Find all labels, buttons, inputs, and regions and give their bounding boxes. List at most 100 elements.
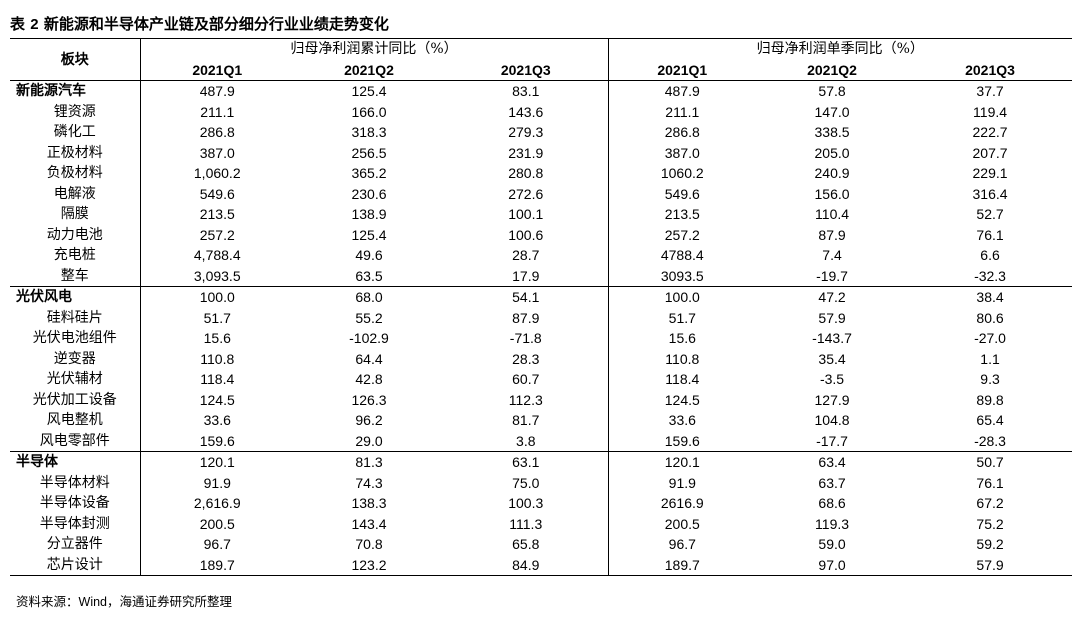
value-cell: 126.3 [351,391,387,408]
value-cell: 63.7 [818,474,846,491]
value-cell: 200.5 [664,515,700,532]
value-cell: 29.0 [355,432,383,449]
subsector-name: 动力电池 [10,224,141,245]
value-cell: 120.1 [140,451,294,473]
value-cell: 54.1 [444,286,609,308]
header-row-groups: 板块 归母净利润累计同比（%） 归母净利润单季同比（%） [10,39,1072,81]
value-cell: 112.3 [444,389,609,410]
subsector-name: 充电桩 [10,245,141,266]
subsector-name: 正极材料 [10,142,141,163]
source-label: 资料来源： [16,594,79,609]
value-cell: 49.6 [355,247,383,264]
subsector-name: 逆变器 [10,348,141,369]
sector-name: 光伏风电 [10,286,141,308]
value-cell: 75.2 [976,515,1004,532]
value-cell: 57.9 [908,554,1073,576]
value-cell: 63.1 [444,451,609,473]
value-cell: 231.9 [444,142,609,163]
subsector-name: 光伏加工设备 [10,389,141,410]
value-cell: 222.7 [972,124,1008,141]
value-cell: 2,616.9 [193,495,241,512]
table-title-number: 2 [30,16,39,33]
value-cell: 51.7 [668,309,696,326]
value-cell: 76.1 [976,226,1004,243]
table-row: 光伏电池组件 15.6 -102.9 -71.8 15.6 -143.7 -27.0 [10,328,1072,349]
value-cell: 15.6 [203,330,231,347]
table-row: 隔膜 213.5 138.9 100.1 213.5 110.4 52.7 [10,204,1072,225]
subsector-name: 半导体材料 [10,472,141,493]
subsector-name: 半导体封测 [10,513,141,534]
value-cell: 65.4 [976,412,1004,429]
value-cell: 74.3 [355,474,383,491]
value-cell: 125.4 [351,83,387,100]
subsector-name: 整车 [10,265,141,287]
value-cell: 124.5 [664,391,700,408]
value-cell: -3.5 [819,371,845,388]
source-wind: Wind [78,595,107,609]
table-row: 半导体封测 200.5 143.4 111.3 200.5 119.3 75.2 [10,513,1072,534]
value-cell: 87.9 [444,307,609,328]
subsector-name: 光伏电池组件 [10,328,141,349]
value-cell: 76.1 [976,474,1004,491]
value-cell: 100.6 [444,224,609,245]
value-cell: 84.9 [444,554,609,576]
subsector-name: 半导体设备 [10,493,141,514]
value-cell: 257.2 [199,226,235,243]
value-cell: 6.6 [980,247,1000,264]
value-cell: 42.8 [355,371,383,388]
value-cell: 143.4 [351,515,387,532]
table-row: 半导体 120.1 81.3 63.1 120.1 63.4 50.7 [10,451,1073,473]
sector-name: 新能源汽车 [10,80,141,102]
value-cell: 3,093.5 [193,267,241,284]
value-cell: 37.7 [976,83,1004,100]
subsector-name: 风电整机 [10,410,141,431]
table-title-text: 新能源和半导体产业链及部分细分行业业绩走势变化 [43,15,389,33]
table-row: 正极材料 387.0 256.5 231.9 387.0 205.0 207.7 [10,142,1072,163]
value-cell: 63.4 [756,451,909,473]
table-row: 逆变器 110.8 64.4 28.3 110.8 35.4 1.1 [10,348,1072,369]
value-cell: 57.8 [818,83,846,100]
value-cell: 230.6 [351,185,387,202]
col-header: 2021Q2 [756,59,909,81]
table-row: 分立器件 96.7 70.8 65.8 96.7 59.0 59.2 [10,534,1072,555]
value-cell: 211.1 [665,103,700,120]
table-row: 负极材料 1,060.2 365.2 280.8 1060.2 240.9 229.1 [10,163,1072,184]
value-cell: 91.9 [203,474,231,491]
value-cell: 549.6 [664,185,700,202]
value-cell: -71.8 [444,328,609,349]
value-cell: 118.4 [665,371,700,388]
value-cell: 387.0 [199,144,235,161]
value-cell: 111.3 [444,513,609,534]
value-cell: 52.7 [976,206,1004,223]
value-cell: 81.3 [294,451,444,473]
table-row: 磷化工 286.8 318.3 279.3 286.8 338.5 222.7 [10,122,1072,143]
value-cell: 1060.2 [660,165,704,182]
table-row: 光伏辅材 118.4 42.8 60.7 118.4 -3.5 9.3 [10,369,1072,390]
table-row: 动力电池 257.2 125.4 100.6 257.2 87.9 76.1 [10,224,1072,245]
value-cell: 127.9 [814,391,850,408]
value-cell: 65.8 [444,534,609,555]
value-cell: 211.1 [200,103,235,120]
subsector-name: 风电零部件 [10,430,141,452]
value-cell: 89.8 [976,391,1004,408]
value-cell: 75.0 [444,472,609,493]
value-cell: 97.0 [756,554,909,576]
value-cell: 17.9 [444,265,609,287]
value-cell: 91.9 [668,474,696,491]
source-note: 资料来源：Wind，海通证券研究所整理 [16,591,232,610]
table-row: 风电整机 33.6 96.2 81.7 33.6 104.8 65.4 [10,410,1072,431]
table-row: 新能源汽车 487.9 125.4 83.1 487.9 57.8 37.7 [10,80,1072,102]
value-cell: 189.7 [608,554,757,576]
value-cell: 143.6 [444,101,609,122]
value-cell: 60.7 [444,369,609,390]
value-cell: 138.3 [351,495,387,512]
value-cell: 55.2 [355,309,383,326]
value-cell: 272.6 [444,183,609,204]
value-cell: 59.2 [976,536,1004,553]
value-cell: 316.4 [972,185,1008,202]
value-cell: 80.6 [976,309,1004,326]
value-cell: 104.8 [814,412,850,429]
col-header: 2021Q1 [608,59,757,81]
table-row: 风电零部件 159.6 29.0 3.8 159.6 -17.7 -28.3 [10,430,1072,452]
value-cell: 279.3 [444,122,609,143]
